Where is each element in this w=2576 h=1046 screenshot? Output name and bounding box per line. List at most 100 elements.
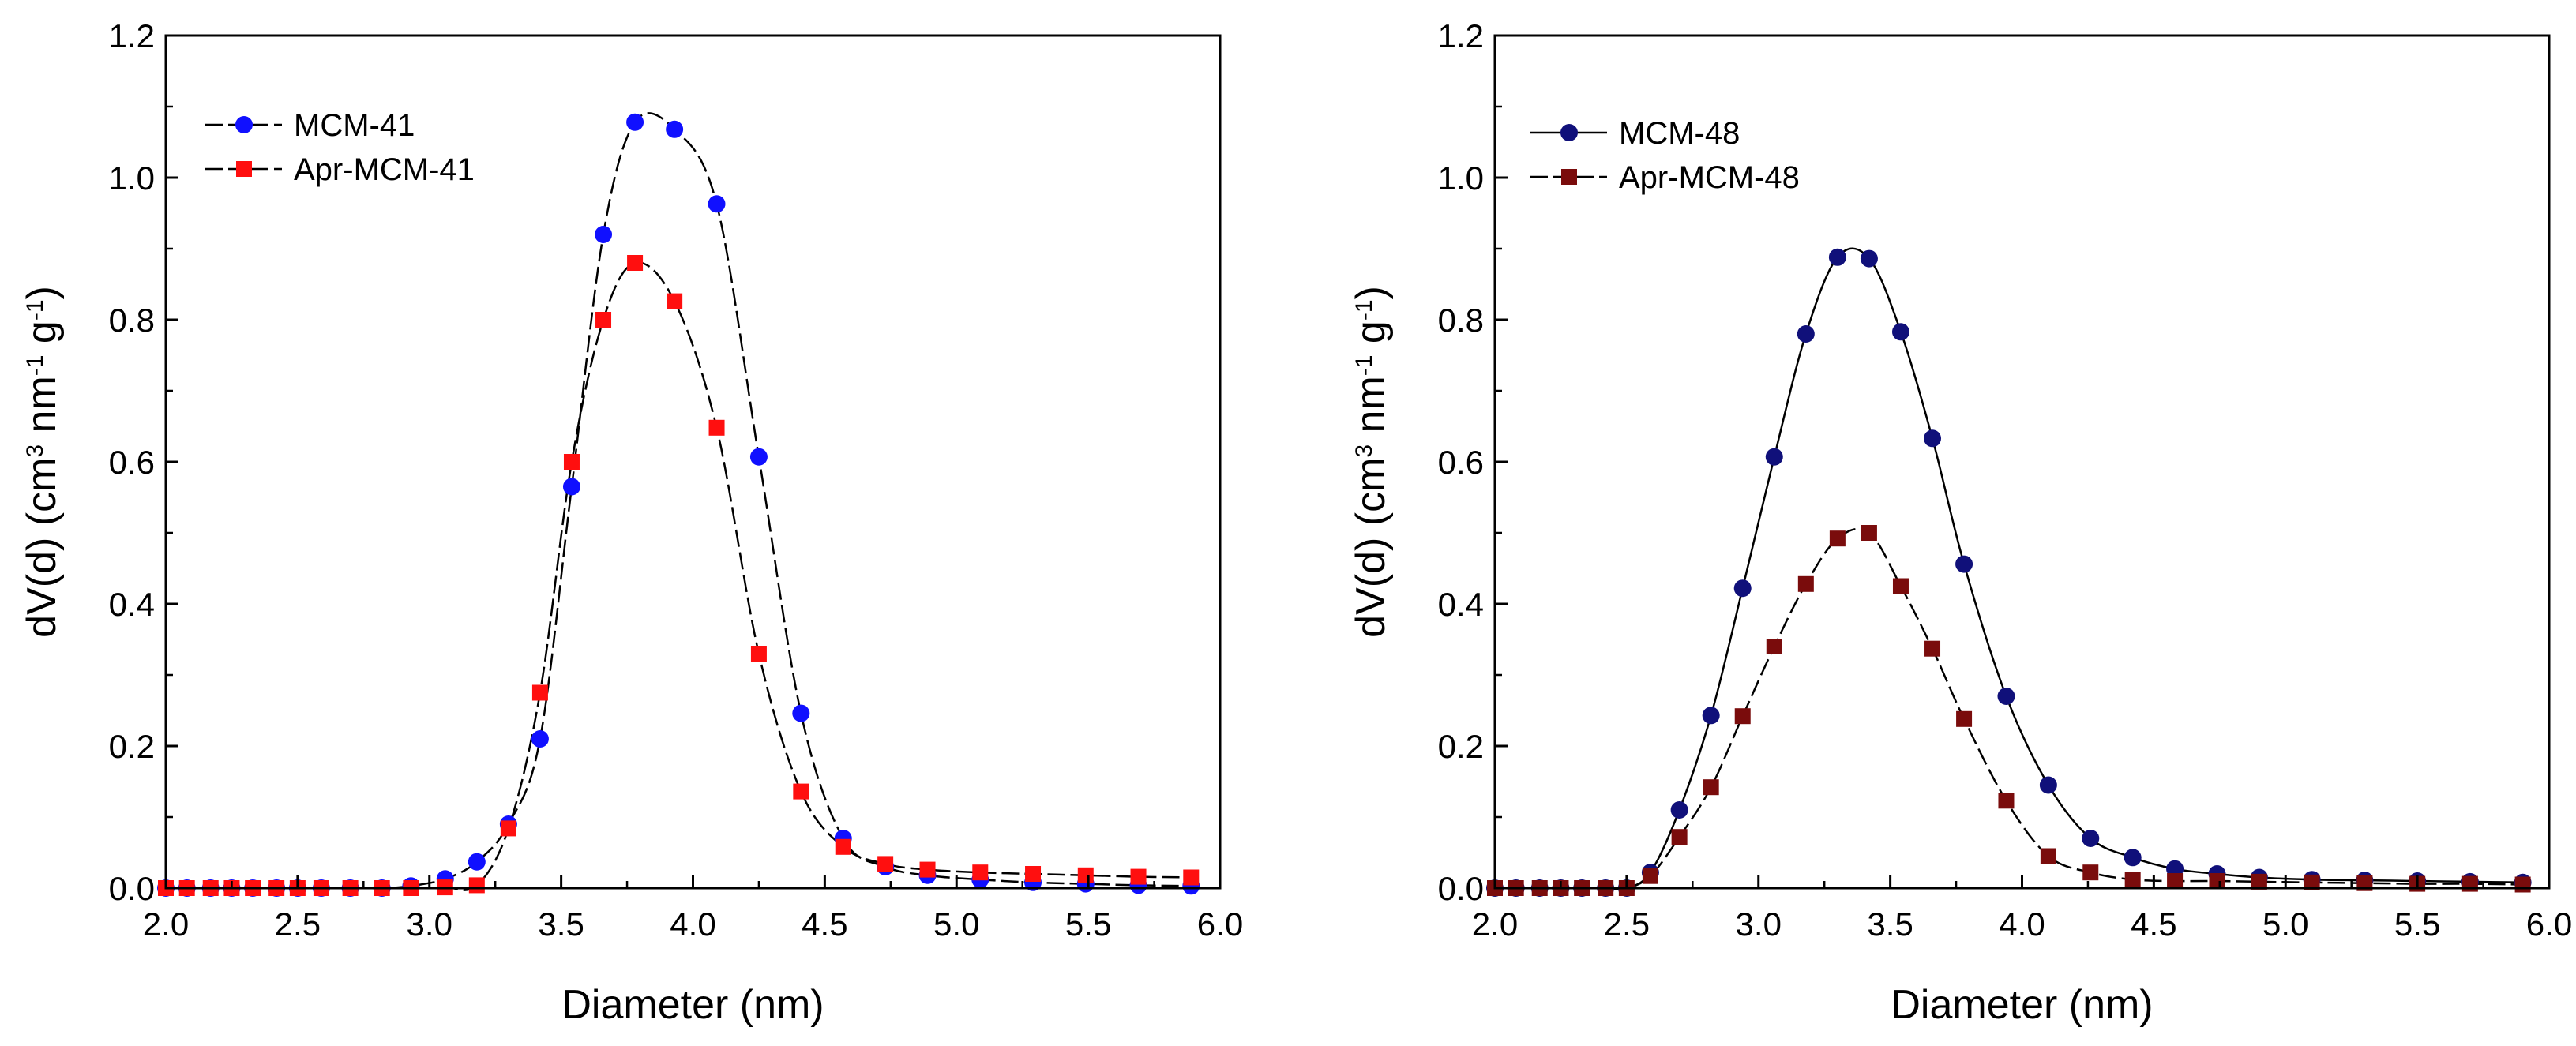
x-tick-label: 5.0 bbox=[2262, 905, 2308, 943]
x-tick-label: 6.0 bbox=[2526, 905, 2572, 943]
chart-right: 2.0 2.5 3.0 3.5 4.0 4.5 5.0 5.5 6.0 0.0 0.2 0.4 0.6 0… bbox=[1348, 17, 2572, 1028]
y-axis-title-part: dV(d) (cm bbox=[19, 458, 65, 638]
x-tick-label: 3.5 bbox=[538, 905, 584, 943]
y-axis-title-part: dV(d) (cm bbox=[1348, 458, 1394, 638]
y-tick-label: 0.6 bbox=[109, 444, 155, 481]
Apr-MCM-41-point bbox=[563, 454, 580, 470]
Apr-MCM-41-point bbox=[835, 838, 851, 855]
x-tick-label: 3.5 bbox=[1867, 905, 1913, 943]
y-axis-title-sup: 3 bbox=[22, 444, 48, 458]
x-tick-label: 2.0 bbox=[1472, 905, 1518, 943]
y-axis-title-sup: -1 bbox=[22, 355, 48, 377]
Apr-MCM-48-point bbox=[1766, 639, 1782, 654]
x-tick-label: 2.5 bbox=[1604, 905, 1650, 943]
x-tick-label: 5.5 bbox=[1065, 905, 1111, 943]
y-axis-title-sup: 3 bbox=[1351, 444, 1377, 458]
Apr-MCM-41-point bbox=[595, 312, 612, 328]
y-tick-label: 0.4 bbox=[1438, 586, 1484, 623]
Apr-MCM-41-point bbox=[468, 877, 485, 894]
Apr-MCM-48-point bbox=[1861, 525, 1877, 541]
Apr-MCM-48-point bbox=[2167, 873, 2184, 889]
Apr-MCM-48-point bbox=[2082, 864, 2099, 881]
Apr-MCM-48-point bbox=[2461, 875, 2478, 892]
MCM-48-point bbox=[1955, 555, 1973, 573]
y-axis-title-sup: -1 bbox=[1351, 299, 1377, 321]
legend-marker bbox=[236, 161, 252, 177]
MCM-41-point bbox=[666, 120, 684, 138]
MCM-41-point bbox=[626, 113, 644, 131]
Apr-MCM-41-point bbox=[919, 861, 936, 878]
x-tick-label: 5.5 bbox=[2394, 905, 2440, 943]
MCM-41-point bbox=[531, 730, 549, 748]
y-tick-label: 0.8 bbox=[109, 302, 155, 339]
Apr-MCM-41-point bbox=[627, 255, 644, 271]
chart-left: 2.0 2.5 3.0 3.5 4.0 4.5 5.0 5.5 6.0 0.0 0.2 0.4 0.6 0… bbox=[19, 17, 1243, 1028]
Apr-MCM-48-point bbox=[1998, 793, 2015, 809]
x-tick-label: 6.0 bbox=[1197, 905, 1243, 943]
y-tick-label: 0.2 bbox=[109, 728, 155, 765]
Apr-MCM-48-point bbox=[2209, 873, 2225, 889]
Apr-MCM-48-point bbox=[2514, 876, 2531, 893]
Apr-MCM-48-point bbox=[1892, 578, 1909, 594]
Apr-MCM-48-point bbox=[2124, 872, 2141, 888]
legend-marker bbox=[1561, 169, 1577, 185]
MCM-48-point bbox=[1860, 249, 1878, 268]
y-axis-title-sup: -1 bbox=[22, 299, 48, 321]
legend-label: MCM-48 bbox=[1619, 116, 1740, 151]
y-axis-title-part: ) bbox=[19, 286, 65, 299]
Apr-MCM-48-line bbox=[1495, 527, 2523, 890]
MCM-48-point bbox=[2039, 776, 2057, 794]
MCM-48-point bbox=[1797, 325, 1815, 343]
MCM-41-point bbox=[468, 853, 486, 871]
Apr-MCM-48-point bbox=[2304, 874, 2320, 890]
MCM-48-point bbox=[1670, 801, 1688, 819]
Apr-MCM-41-point bbox=[1183, 869, 1200, 886]
y-axis-title-part: nm bbox=[19, 376, 65, 444]
MCM-41-point bbox=[792, 704, 810, 722]
y-tick-label: 0.8 bbox=[1438, 302, 1484, 339]
x-tick-label: 5.0 bbox=[933, 905, 979, 943]
MCM-41-point bbox=[562, 478, 580, 496]
Apr-MCM-48-point bbox=[1797, 575, 1814, 592]
y-axis-title-sup: -1 bbox=[1351, 355, 1377, 377]
x-tick-label: 4.5 bbox=[2131, 905, 2176, 943]
Apr-MCM-41-point bbox=[531, 684, 548, 701]
MCM-41-point bbox=[595, 226, 613, 243]
MCM-41-line bbox=[166, 112, 1192, 890]
MCM-48-point bbox=[1702, 707, 1720, 725]
MCM-48-point bbox=[2082, 830, 2100, 847]
y-tick-label: 0.2 bbox=[1438, 728, 1484, 765]
x-tick-label: 2.0 bbox=[143, 905, 189, 943]
y-tick-label: 1.2 bbox=[109, 17, 155, 54]
Apr-MCM-48-point bbox=[1671, 829, 1688, 845]
MCM-48-point bbox=[1997, 688, 2015, 705]
Apr-MCM-41-point bbox=[793, 783, 809, 800]
x-tick-label: 3.0 bbox=[407, 905, 452, 943]
Apr-MCM-41-point bbox=[1025, 866, 1042, 882]
Apr-MCM-41-point bbox=[667, 293, 683, 309]
Apr-MCM-41-point bbox=[1077, 867, 1094, 883]
MCM-48-point bbox=[1891, 323, 1909, 341]
Apr-MCM-41-point bbox=[708, 419, 725, 436]
Apr-MCM-48-point bbox=[2251, 873, 2267, 890]
MCM-48-point bbox=[1733, 579, 1752, 598]
Apr-MCM-41-point bbox=[972, 864, 989, 881]
Apr-MCM-41-point bbox=[1130, 868, 1147, 885]
y-tick-label: 0.4 bbox=[109, 586, 155, 623]
legend-marker bbox=[235, 116, 253, 133]
legend-marker bbox=[1560, 124, 1578, 141]
x-tick-label: 2.5 bbox=[275, 905, 321, 943]
x-tick-label: 4.0 bbox=[670, 905, 715, 943]
Apr-MCM-41-line bbox=[166, 261, 1192, 891]
Apr-MCM-48-point bbox=[1829, 530, 1846, 547]
Apr-MCM-41-point bbox=[750, 646, 767, 662]
legend-label: MCM-41 bbox=[294, 108, 415, 143]
Apr-MCM-48-point bbox=[1642, 868, 1658, 884]
x-tick-label: 3.0 bbox=[1736, 905, 1782, 943]
y-tick-label: 1.0 bbox=[1438, 159, 1484, 197]
y-axis-title-part: ) bbox=[1348, 286, 1394, 299]
MCM-48-point bbox=[2124, 849, 2142, 867]
MCM-41-point bbox=[708, 195, 726, 213]
y-tick-label: 0.6 bbox=[1438, 444, 1484, 481]
